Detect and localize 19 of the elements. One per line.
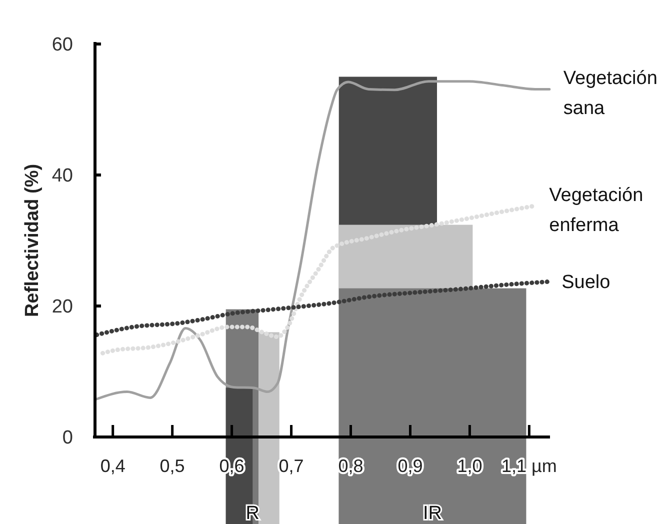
text: IR bbox=[423, 503, 442, 524]
x-tick-label: 1,0 bbox=[457, 456, 482, 476]
y-tick-label: 60 bbox=[52, 34, 73, 56]
x-tick-label: 0,8 bbox=[338, 456, 364, 476]
series-label: Suelo bbox=[562, 272, 610, 293]
series-label: Vegetación sana bbox=[563, 68, 658, 120]
y-tick-label: 20 bbox=[52, 296, 73, 318]
x-tick-label: 1,1 µm bbox=[501, 456, 557, 476]
text: R bbox=[246, 503, 260, 524]
x-tick-label: 0,4 bbox=[100, 456, 126, 476]
y-tick-label: 40 bbox=[52, 166, 73, 187]
line-series bbox=[96, 80, 551, 400]
x-tick-label: 0,9 bbox=[398, 456, 423, 476]
y-axis-title: Reflectividad (%) bbox=[22, 164, 43, 318]
series-label: Vegetación enferma bbox=[549, 184, 644, 236]
y-tick-label: 0 bbox=[62, 428, 73, 449]
x-tick-label: 0,5 bbox=[160, 456, 185, 476]
line-series bbox=[94, 280, 550, 338]
x-tick-label: 0,7 bbox=[278, 456, 304, 476]
